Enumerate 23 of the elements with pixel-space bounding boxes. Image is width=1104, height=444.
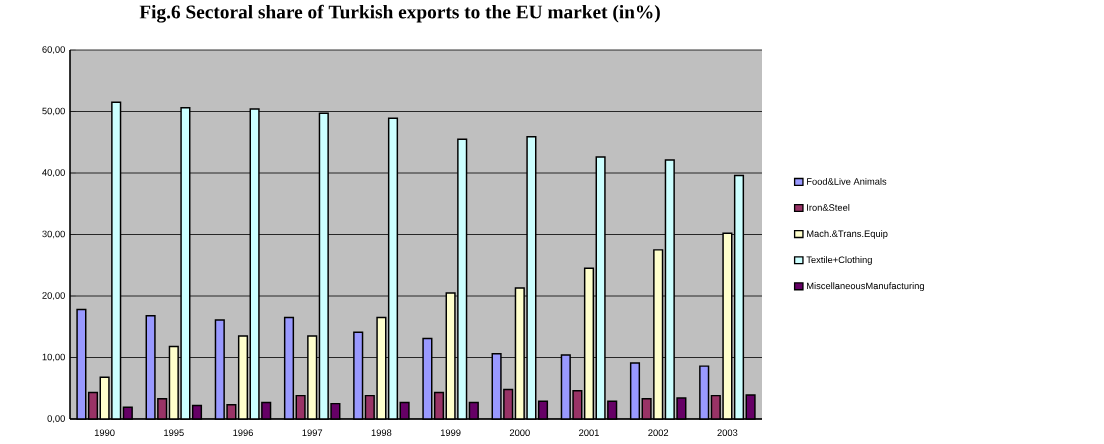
y-tick-label: 30,00	[42, 230, 65, 239]
legend-label: MiscellaneousManufacturing	[807, 282, 924, 292]
x-tick-label: 1998	[371, 429, 392, 436]
x-tick-label: 1995	[164, 429, 184, 436]
x-tick-label: 2000	[509, 429, 530, 436]
chart-title: Fig.6 Sectoral share of Turkish exports to the EU market (in%)	[139, 4, 660, 23]
y-tick-label: 40,00	[42, 169, 65, 177]
y-tick-label: 60,00	[42, 46, 65, 54]
legend-label: Iron&Steel	[807, 204, 850, 211]
legend-label: Mach.&Trans.Equip	[807, 230, 888, 239]
x-tick-label: 2002	[648, 429, 669, 436]
x-tick-label: 1990	[94, 429, 115, 436]
legend-label: Food&Live Animals	[807, 177, 887, 185]
x-tick-label: 2003	[717, 429, 738, 436]
y-tick-label: 10,00	[42, 353, 65, 362]
x-tick-label: 1996	[233, 429, 253, 436]
x-tick-label: 1999	[440, 429, 461, 436]
legend-label: Textile+Clothing	[806, 256, 872, 265]
x-tick-label: 1997	[302, 429, 323, 436]
x-tick-label: 2001	[579, 429, 599, 436]
y-tick-label: 0,00	[47, 415, 65, 423]
y-tick-label: 50,00	[42, 107, 65, 116]
y-tick-label: 20,00	[42, 292, 65, 300]
